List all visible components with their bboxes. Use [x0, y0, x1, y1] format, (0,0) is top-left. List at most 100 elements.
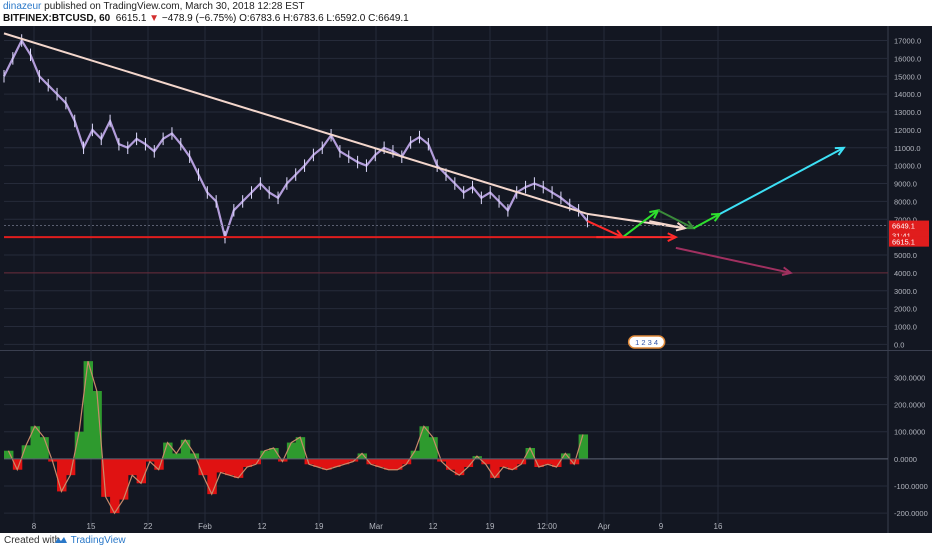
osc-bar — [30, 426, 40, 459]
x-tick-label: 16 — [714, 522, 723, 531]
osc-bar — [83, 361, 93, 459]
osc-tick-label: 300.0000 — [894, 373, 925, 382]
forecast-arrow — [649, 220, 685, 230]
osc-bar — [39, 437, 49, 459]
osc-bar — [357, 453, 368, 459]
osc-tick-label: 100.0000 — [894, 428, 925, 437]
osc-tick-label: 200.0000 — [894, 401, 925, 410]
osc-bar — [366, 458, 376, 465]
arrow-head-icon — [667, 232, 679, 242]
osc-bar — [525, 448, 535, 459]
price-tick-label: 12000.0 — [894, 126, 921, 135]
osc-bar — [543, 458, 553, 465]
osc-bar — [507, 458, 518, 470]
x-tick-label: 15 — [87, 522, 96, 531]
osc-bar — [560, 453, 571, 459]
osc-bar — [331, 458, 341, 467]
price-chart-svg[interactable]: 8 15 22 Feb 12 19 Mar 12 19 12:00 Apr 9 16 17000.0 160… — [0, 26, 932, 533]
osc-bar — [57, 458, 67, 492]
x-tick-label: 12:00 — [537, 522, 558, 531]
x-tick-label: Feb — [198, 522, 212, 531]
osc-outline — [7, 360, 584, 515]
chart-footer: Created with TradingView — [0, 533, 932, 550]
price-tick-label: 8000.0 — [894, 197, 917, 206]
osc-bar — [419, 426, 429, 459]
osc-bar — [454, 458, 465, 476]
forecast-arrow — [675, 246, 791, 274]
osc-bar — [410, 450, 421, 459]
osc-bar — [154, 458, 164, 470]
x-tick-label: Apr — [598, 522, 611, 531]
forecast-arrow — [622, 209, 659, 238]
pattern-marker-label: 1 2 3 4 — [635, 338, 658, 347]
forecast-arrow — [587, 220, 624, 239]
osc-bar — [136, 458, 147, 484]
osc-bar — [216, 458, 226, 473]
price-tick-label: 13000.0 — [894, 108, 921, 117]
osc-bar — [578, 434, 589, 459]
symbol-label: BITFINEX:BTCUSD, 60 — [3, 13, 111, 24]
price-tag-badge — [889, 220, 929, 231]
forecast-arrow — [719, 146, 845, 215]
price-tick-label: 14000.0 — [894, 90, 921, 99]
price-tag-label: 6649.1 — [892, 222, 915, 231]
cloud-icon — [55, 537, 67, 544]
osc-bar — [481, 458, 491, 465]
osc-bar — [304, 458, 314, 465]
osc-bar — [437, 458, 447, 462]
price-tick-label: 1000.0 — [894, 323, 917, 332]
osc-bar — [392, 458, 403, 470]
price-tag-label: 6615.1 — [892, 238, 915, 247]
publish-line: dinazeur published on TradingView.com, M… — [3, 1, 305, 12]
osc-bar — [189, 453, 200, 459]
x-tick-label: 8 — [32, 522, 37, 531]
osc-bar — [516, 458, 527, 465]
x-tick-label: 12 — [258, 522, 267, 531]
price-tick-label: 10000.0 — [894, 162, 921, 171]
last-price: 6615.1 — [115, 13, 147, 24]
osc-bar — [101, 458, 111, 497]
x-tick-label: 19 — [315, 522, 324, 531]
price-tick-label: 5000.0 — [894, 251, 917, 260]
osc-bar — [92, 391, 102, 459]
arrow-head-icon — [781, 266, 794, 276]
price-tick-label: 4000.0 — [894, 269, 917, 278]
osc-bar — [12, 458, 23, 470]
osc-bar — [339, 458, 350, 465]
arrow-head-icon — [649, 208, 660, 219]
osc-bar — [233, 458, 244, 478]
price-change: −478.9 (−6.75%) — [161, 13, 237, 24]
osc-bar — [552, 458, 562, 467]
price-tick-label: 11000.0 — [894, 144, 921, 153]
x-tick-label: 19 — [486, 522, 495, 531]
publisher-link[interactable]: dinazeur — [3, 1, 42, 12]
published-text: published on TradingView.com, March 30, … — [41, 1, 305, 12]
osc-bar — [110, 458, 120, 514]
osc-bar — [375, 458, 385, 467]
osc-tick-label: -200.0000 — [894, 509, 928, 518]
arrow-head-icon — [684, 220, 696, 230]
osc-tick-label: 0.0000 — [894, 455, 917, 464]
osc-bar — [490, 458, 500, 478]
price-tag-badge — [889, 236, 929, 247]
osc-tick-label: -100.0000 — [894, 482, 928, 491]
osc-bar — [428, 437, 438, 459]
osc-bar — [127, 458, 138, 476]
symbol-line: BITFINEX:BTCUSD, 60 6615.1 ▼ −478.9 (−6.… — [3, 13, 409, 24]
arrow-head-icon — [711, 212, 723, 222]
tradingview-logo[interactable]: TradingView — [54, 535, 126, 546]
price-tick-label: 2000.0 — [894, 305, 917, 314]
price-tick-label: 15000.0 — [894, 72, 921, 81]
osc-bar — [163, 442, 173, 459]
osc-bar — [118, 458, 129, 500]
osc-bar — [269, 448, 279, 459]
osc-bar — [171, 453, 182, 459]
osc-bar — [251, 458, 261, 465]
chart-area[interactable]: 8 15 22 Feb 12 19 Mar 12 19 12:00 Apr 9 16 17000.0 160… — [0, 26, 932, 533]
osc-bar — [348, 458, 359, 462]
forecast-arrow — [657, 209, 694, 230]
osc-bar — [499, 458, 509, 467]
osc-bar — [207, 458, 217, 495]
x-tick-label: 22 — [144, 522, 153, 531]
osc-bar — [260, 450, 270, 459]
